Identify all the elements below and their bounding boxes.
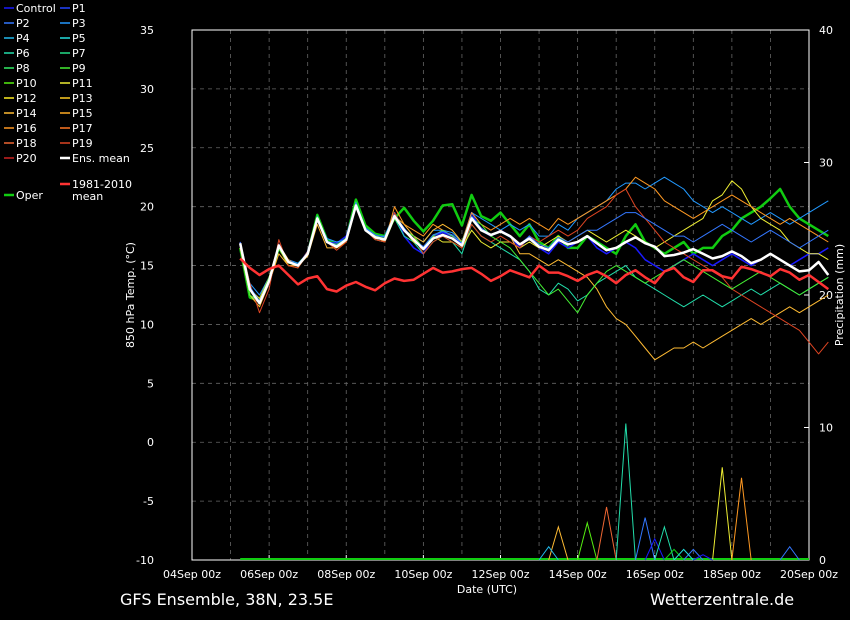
y-axis-ticks: -10 -5 0 5 10 15 20 25 30 35 xyxy=(136,24,154,567)
x-tick-label: 18Sep 00z xyxy=(703,568,761,581)
legend-label: P11 xyxy=(72,77,93,90)
series-line xyxy=(239,257,830,293)
y-tick-label: 20 xyxy=(140,201,154,214)
precip-spike xyxy=(654,525,675,561)
precip-spike xyxy=(673,548,694,561)
legend-label: P15 xyxy=(72,107,93,120)
legend-label: P20 xyxy=(16,152,37,165)
legend-label: P17 xyxy=(72,122,93,135)
legend-label: Oper xyxy=(16,189,43,202)
precip-spike xyxy=(731,477,752,561)
x-axis-label: Date (UTC) xyxy=(457,583,517,596)
y2-tick-label: 30 xyxy=(819,157,833,170)
series-line xyxy=(239,188,829,355)
x-tick-label: 06Sep 00z xyxy=(240,568,298,581)
y-axis-label: 850 hPa Temp. (°C) xyxy=(124,242,137,348)
x-tick-label: 20Sep 00z xyxy=(780,568,838,581)
y-tick-label: 25 xyxy=(140,142,154,155)
legend-label: P2 xyxy=(16,17,30,30)
x-tick-label: 04Sep 00z xyxy=(163,568,221,581)
y-tick-label: 30 xyxy=(140,83,154,96)
legend-label: P5 xyxy=(72,32,86,45)
precip-spike xyxy=(712,467,733,561)
precip-spike xyxy=(548,525,569,561)
x-tick-label: 12Sep 00z xyxy=(472,568,530,581)
precip-spike xyxy=(779,545,800,561)
legend-label: P12 xyxy=(16,92,37,105)
x-axis-ticks: 04Sep 00z 06Sep 00z 08Sep 00z 10Sep 00z 12Se… xyxy=(163,555,838,581)
x-tick-label: 16Sep 00z xyxy=(626,568,684,581)
precip-spike xyxy=(634,517,656,561)
y2-tick-label: 40 xyxy=(819,24,833,37)
grid-lines xyxy=(192,30,809,560)
precip-spike xyxy=(596,506,617,561)
y-tick-label: 10 xyxy=(140,318,154,331)
series-line xyxy=(239,176,829,296)
x-tick-label: 10Sep 00z xyxy=(394,568,452,581)
x-tick-label: 08Sep 00z xyxy=(317,568,375,581)
legend-label: P14 xyxy=(16,107,37,120)
y-tick-label: 15 xyxy=(140,260,154,273)
footer-site-name: Wetterzentrale.de xyxy=(650,590,794,609)
y2-axis-label: Precipitation (mm) xyxy=(833,244,846,346)
precip-spike xyxy=(615,423,636,561)
legend-label: P3 xyxy=(72,17,86,30)
legend-label: mean xyxy=(72,190,103,203)
legend-label: P7 xyxy=(72,47,86,60)
series-line xyxy=(239,206,829,314)
legend-label: P4 xyxy=(16,32,30,45)
precip-spike xyxy=(577,520,598,561)
y2-axis-ticks: 0 10 20 30 40 xyxy=(804,24,833,567)
y-tick-label: -10 xyxy=(136,554,154,567)
legend: Control P1 P2 P3 P4 P5 P6 P7 P8 P9 P10 P11 P12 P13 P14… xyxy=(4,2,132,203)
legend-label: P6 xyxy=(16,47,30,60)
legend-label: Control xyxy=(16,2,56,15)
precip-spike xyxy=(664,548,685,561)
y-tick-label: 35 xyxy=(140,24,154,37)
legend-label: P19 xyxy=(72,137,93,150)
temperature-series xyxy=(238,176,830,361)
precip-spike xyxy=(693,554,713,561)
precipitation-series xyxy=(240,423,809,561)
legend-label: P18 xyxy=(16,137,37,150)
legend-label: Ens. mean xyxy=(72,152,130,165)
y2-tick-label: 20 xyxy=(819,289,833,302)
series-line xyxy=(238,204,830,305)
legend-label: P8 xyxy=(16,62,30,75)
y-tick-label: 0 xyxy=(147,436,154,449)
y2-tick-label: 0 xyxy=(819,554,826,567)
y-tick-label: -5 xyxy=(143,495,154,508)
chart-title: Athens (GR) 850 hPa Temp. & Precipitatio… xyxy=(145,2,725,22)
legend-label: P16 xyxy=(16,122,37,135)
x-tick-label: 14Sep 00z xyxy=(549,568,607,581)
legend-label: P9 xyxy=(72,62,86,75)
footer-model-info: GFS Ensemble, 38N, 23.5E xyxy=(120,590,333,609)
legend-label: P10 xyxy=(16,77,37,90)
precip-spike xyxy=(644,537,665,561)
y-tick-label: 5 xyxy=(147,377,154,390)
legend-label: P13 xyxy=(72,92,93,105)
y2-tick-label: 10 xyxy=(819,422,833,435)
legend-label: 1981-2010 xyxy=(72,178,132,191)
legend-label: P1 xyxy=(72,2,86,15)
precip-spike xyxy=(538,545,559,561)
